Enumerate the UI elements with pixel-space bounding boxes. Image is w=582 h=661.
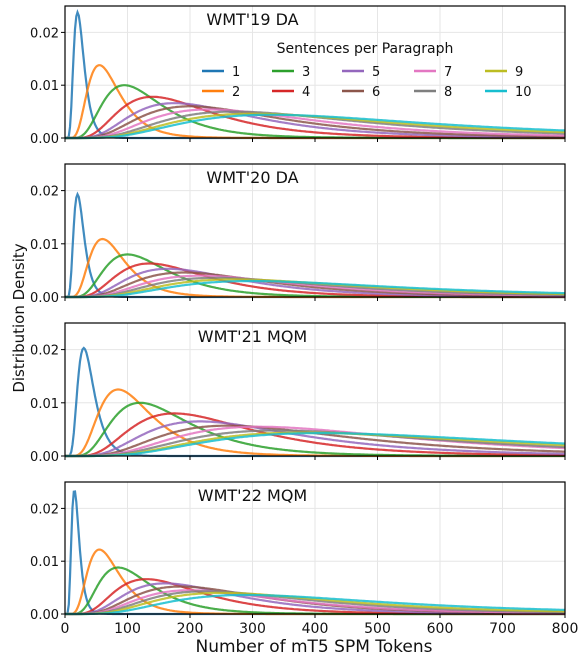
x-tick-label: 0 <box>61 621 70 637</box>
y-tick-label: 0.01 <box>30 555 59 570</box>
y-tick-label: 0.00 <box>30 291 59 306</box>
legend-label: 8 <box>444 85 452 100</box>
panel-1: 0.00 0.01 0.02 WMT'19 DA Sentences per Parag… <box>30 5 566 147</box>
series-9-line <box>65 591 565 616</box>
series-8-line <box>65 276 565 299</box>
legend-label: 7 <box>444 65 452 80</box>
x-tick-label: 600 <box>427 621 454 637</box>
y-tick-label: 0.02 <box>30 26 59 41</box>
series-7-line <box>65 108 566 140</box>
legend-label: 3 <box>302 65 310 80</box>
series-6-line <box>65 105 565 140</box>
legend-title: Sentences per Paragraph <box>277 41 454 57</box>
series-10-line <box>65 113 566 140</box>
legend-label: 2 <box>232 85 240 100</box>
series-10-line <box>65 279 565 299</box>
series-5-line <box>65 420 566 458</box>
y-tick-label: 0.00 <box>30 450 59 465</box>
series-8-line <box>65 429 565 458</box>
x-tick-label: 800 <box>552 621 579 637</box>
series-10-line <box>65 432 566 458</box>
x-tick-label: 100 <box>114 621 141 637</box>
y-tick-label: 0.02 <box>30 502 59 517</box>
legend-label: 1 <box>232 65 240 80</box>
x-tick-label: 400 <box>302 621 329 637</box>
series-5-line <box>65 102 565 140</box>
x-tick-label: 200 <box>177 621 204 637</box>
x-tick-label: 700 <box>489 621 516 637</box>
y-tick-label: 0.01 <box>30 238 59 253</box>
y-tick-label: 0.01 <box>30 397 59 412</box>
y-tick-label: 0.01 <box>30 79 59 94</box>
panel-title: WMT'22 MQM <box>198 486 307 505</box>
panel-title: WMT'20 DA <box>206 168 298 187</box>
legend-label: 4 <box>302 85 310 100</box>
legend-label: 10 <box>515 85 532 100</box>
panel-2: 0.00 0.01 0.02 WMT'20 DA <box>30 163 566 306</box>
x-axis-label: Number of mT5 SPM Tokens <box>196 637 433 657</box>
x-tick-label: 300 <box>239 621 266 637</box>
y-tick-label: 0.00 <box>30 132 59 147</box>
panel-4: 0.00 0.01 0.02 0 100 200 300 400 500 600 700 800 WMT… <box>30 481 579 637</box>
legend-label: 5 <box>372 65 380 80</box>
panel-3: 0.00 0.01 0.02 WMT'21 MQM <box>30 322 566 465</box>
y-tick-label: 0.00 <box>30 608 59 623</box>
legend-label: 6 <box>372 85 380 100</box>
y-tick-label: 0.02 <box>30 344 59 359</box>
y-axis-label: Distribution Density <box>10 243 28 392</box>
panel-title: WMT'19 DA <box>206 10 298 29</box>
series-4-line <box>65 412 565 458</box>
panel-title: WMT'21 MQM <box>198 327 307 346</box>
legend-label: 9 <box>515 65 523 80</box>
series-8-line <box>65 590 565 616</box>
y-tick-label: 0.02 <box>30 185 59 200</box>
x-tick-label: 500 <box>364 621 391 637</box>
series-7-line <box>65 589 565 616</box>
series-10-line <box>65 593 565 616</box>
